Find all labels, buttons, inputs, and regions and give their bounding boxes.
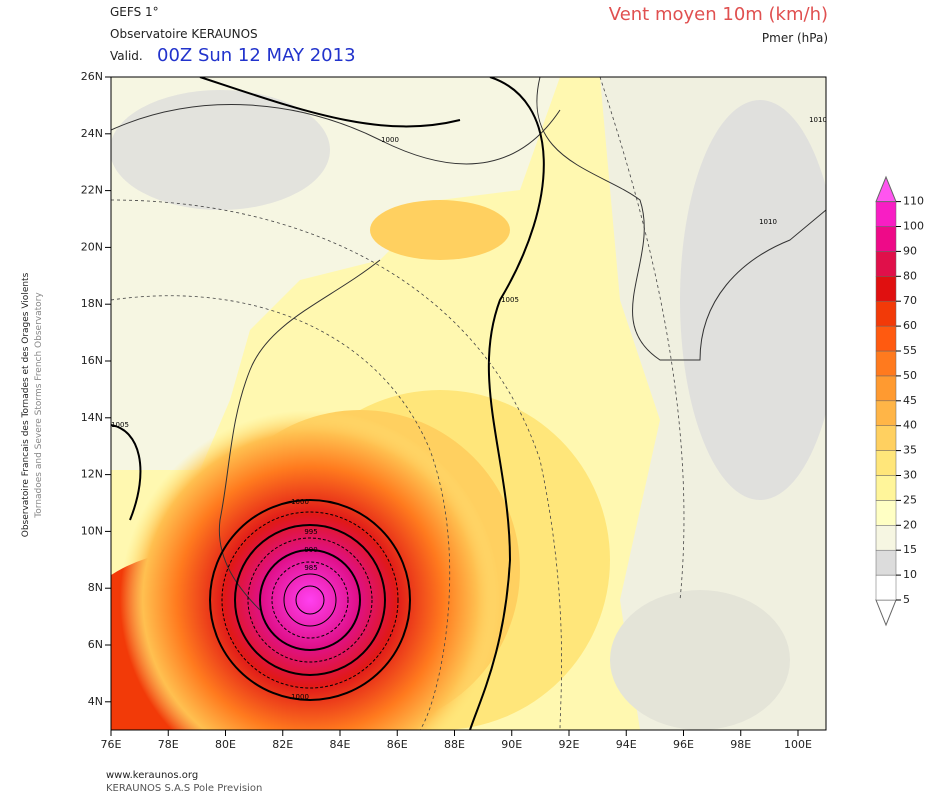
- colorbar-swatch: [875, 276, 897, 302]
- footer: www.keraunos.org: [106, 770, 198, 781]
- colorbar-swatch: [875, 375, 897, 402]
- contour-labels: 1000 1010 1005 1010 1005 1000 995 990 98…: [111, 116, 827, 701]
- lat-label: 18N: [81, 297, 103, 310]
- contour-label: 1005: [501, 296, 519, 304]
- lat-label: 4N: [88, 695, 103, 708]
- lat-label: 26N: [81, 70, 103, 83]
- contour-label: 1000: [291, 498, 309, 506]
- contour-label: 1010: [759, 218, 777, 226]
- contour-label: 990: [304, 546, 317, 554]
- map-frame: [110, 76, 827, 731]
- lat-label: 24N: [81, 127, 103, 140]
- lon-label: 76E: [101, 738, 122, 751]
- colorbar-swatch: [875, 450, 897, 476]
- lat-label: 8N: [88, 581, 103, 594]
- lat-label: 14N: [81, 411, 103, 424]
- colorbar-swatch: [875, 400, 897, 426]
- valid-label: Valid.: [110, 49, 143, 63]
- colorbar-swatch: [875, 574, 897, 601]
- contour-label: 1010: [809, 116, 827, 124]
- lon-label: 100E: [784, 738, 812, 751]
- source: Observatoire KERAUNOS: [110, 27, 258, 41]
- colorbar-tip: [875, 599, 897, 627]
- colorbar-swatch: [875, 251, 897, 277]
- lon-label: 92E: [559, 738, 580, 751]
- colorbar-swatch: [875, 475, 897, 501]
- colorbar-swatch: [875, 300, 897, 327]
- colorbar-label: 50: [903, 369, 917, 382]
- colorbar-label: 20: [903, 518, 917, 531]
- colorbar-label: 55: [903, 344, 917, 357]
- colorbar-label: 70: [903, 294, 917, 307]
- colorbar-swatch: [875, 549, 897, 576]
- contour-label: 1000: [291, 693, 309, 701]
- lon-label: 88E: [444, 738, 465, 751]
- lat-label: 16N: [81, 354, 103, 367]
- lat-label: 20N: [81, 240, 103, 253]
- subtitle: Pmer (hPa): [762, 31, 828, 45]
- colorbar-label: 5: [903, 593, 910, 606]
- lat-label: 10N: [81, 524, 103, 537]
- contour-label: 1005: [111, 421, 129, 429]
- model: GEFS 1°: [110, 5, 159, 19]
- lon-label: 90E: [501, 738, 522, 751]
- lat-label: 12N: [81, 468, 103, 481]
- colorbar-label: 10: [903, 568, 917, 581]
- colorbar-label: 15: [903, 543, 917, 556]
- colorbar-label: 45: [903, 394, 917, 407]
- colorbar-swatch: [875, 226, 897, 252]
- title: Vent moyen 10m (km/h): [609, 4, 828, 25]
- side-text: Tornadoes and Severe Storms French Obser…: [34, 292, 44, 519]
- lat-label: 22N: [81, 184, 103, 197]
- contour-label: 985: [304, 564, 317, 572]
- colorbar-swatch: [875, 201, 897, 227]
- valid-time: 00Z Sun 12 MAY 2013: [157, 45, 356, 66]
- colorbar-label: 30: [903, 469, 917, 482]
- colorbar-swatch: [875, 525, 897, 551]
- colorbar-swatch: [875, 325, 897, 352]
- colorbar-label: 80: [903, 269, 917, 282]
- side-text: Observatoire Francais des Tornades et de…: [21, 272, 31, 537]
- footer: KERAUNOS S.A.S Pole Prevision: [106, 783, 262, 794]
- colorbar-label: 60: [903, 319, 917, 332]
- lon-label: 96E: [673, 738, 694, 751]
- colorbar-tip: [875, 175, 897, 203]
- lon-label: 94E: [616, 738, 637, 751]
- lon-label: 78E: [158, 738, 179, 751]
- contour-label: 1000: [381, 136, 399, 144]
- colorbar-label: 110: [903, 195, 924, 208]
- lon-label: 98E: [730, 738, 751, 751]
- colorbar-swatch: [875, 425, 897, 451]
- colorbar-label: 100: [903, 220, 924, 233]
- colorbar-swatch: [875, 500, 897, 526]
- colorbar-label: 90: [903, 244, 917, 257]
- lon-label: 84E: [330, 738, 351, 751]
- colorbar-label: 25: [903, 493, 917, 506]
- lon-label: 86E: [387, 738, 408, 751]
- colorbar-label: 35: [903, 444, 917, 457]
- lon-label: 82E: [272, 738, 293, 751]
- map-field: [111, 77, 826, 730]
- lon-label: 80E: [215, 738, 236, 751]
- colorbar-label: 40: [903, 419, 917, 432]
- lat-label: 6N: [88, 638, 103, 651]
- contour-label: 995: [304, 528, 317, 536]
- colorbar-swatch: [875, 350, 897, 377]
